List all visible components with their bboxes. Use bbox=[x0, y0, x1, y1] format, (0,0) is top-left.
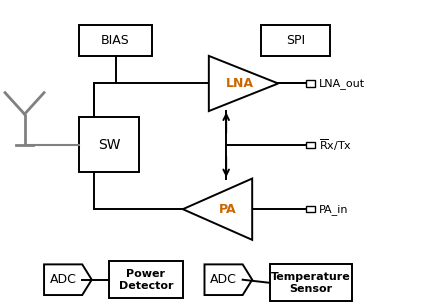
Bar bbox=[109, 261, 182, 298]
Bar bbox=[306, 80, 314, 87]
Bar bbox=[306, 142, 314, 148]
Text: PA: PA bbox=[219, 203, 236, 216]
Bar bbox=[79, 117, 139, 172]
Text: SW: SW bbox=[98, 138, 120, 152]
Text: ADC: ADC bbox=[210, 273, 237, 286]
Text: ADC: ADC bbox=[49, 273, 76, 286]
Text: SPI: SPI bbox=[285, 34, 304, 47]
Text: LNA: LNA bbox=[226, 77, 253, 90]
Polygon shape bbox=[204, 264, 252, 295]
Bar bbox=[79, 25, 152, 56]
Text: Temperature
Sensor: Temperature Sensor bbox=[270, 272, 350, 294]
Polygon shape bbox=[44, 264, 92, 295]
Text: LNA_out: LNA_out bbox=[318, 78, 364, 89]
Text: PA_in: PA_in bbox=[318, 204, 347, 215]
Text: $\overline{\rm R}$x/Tx: $\overline{\rm R}$x/Tx bbox=[318, 137, 351, 153]
Polygon shape bbox=[182, 179, 252, 240]
Text: BIAS: BIAS bbox=[101, 34, 130, 47]
Text: Power
Detector: Power Detector bbox=[118, 269, 173, 290]
Bar bbox=[306, 206, 314, 212]
Bar bbox=[260, 25, 329, 56]
Bar bbox=[269, 264, 351, 301]
Polygon shape bbox=[208, 56, 278, 111]
